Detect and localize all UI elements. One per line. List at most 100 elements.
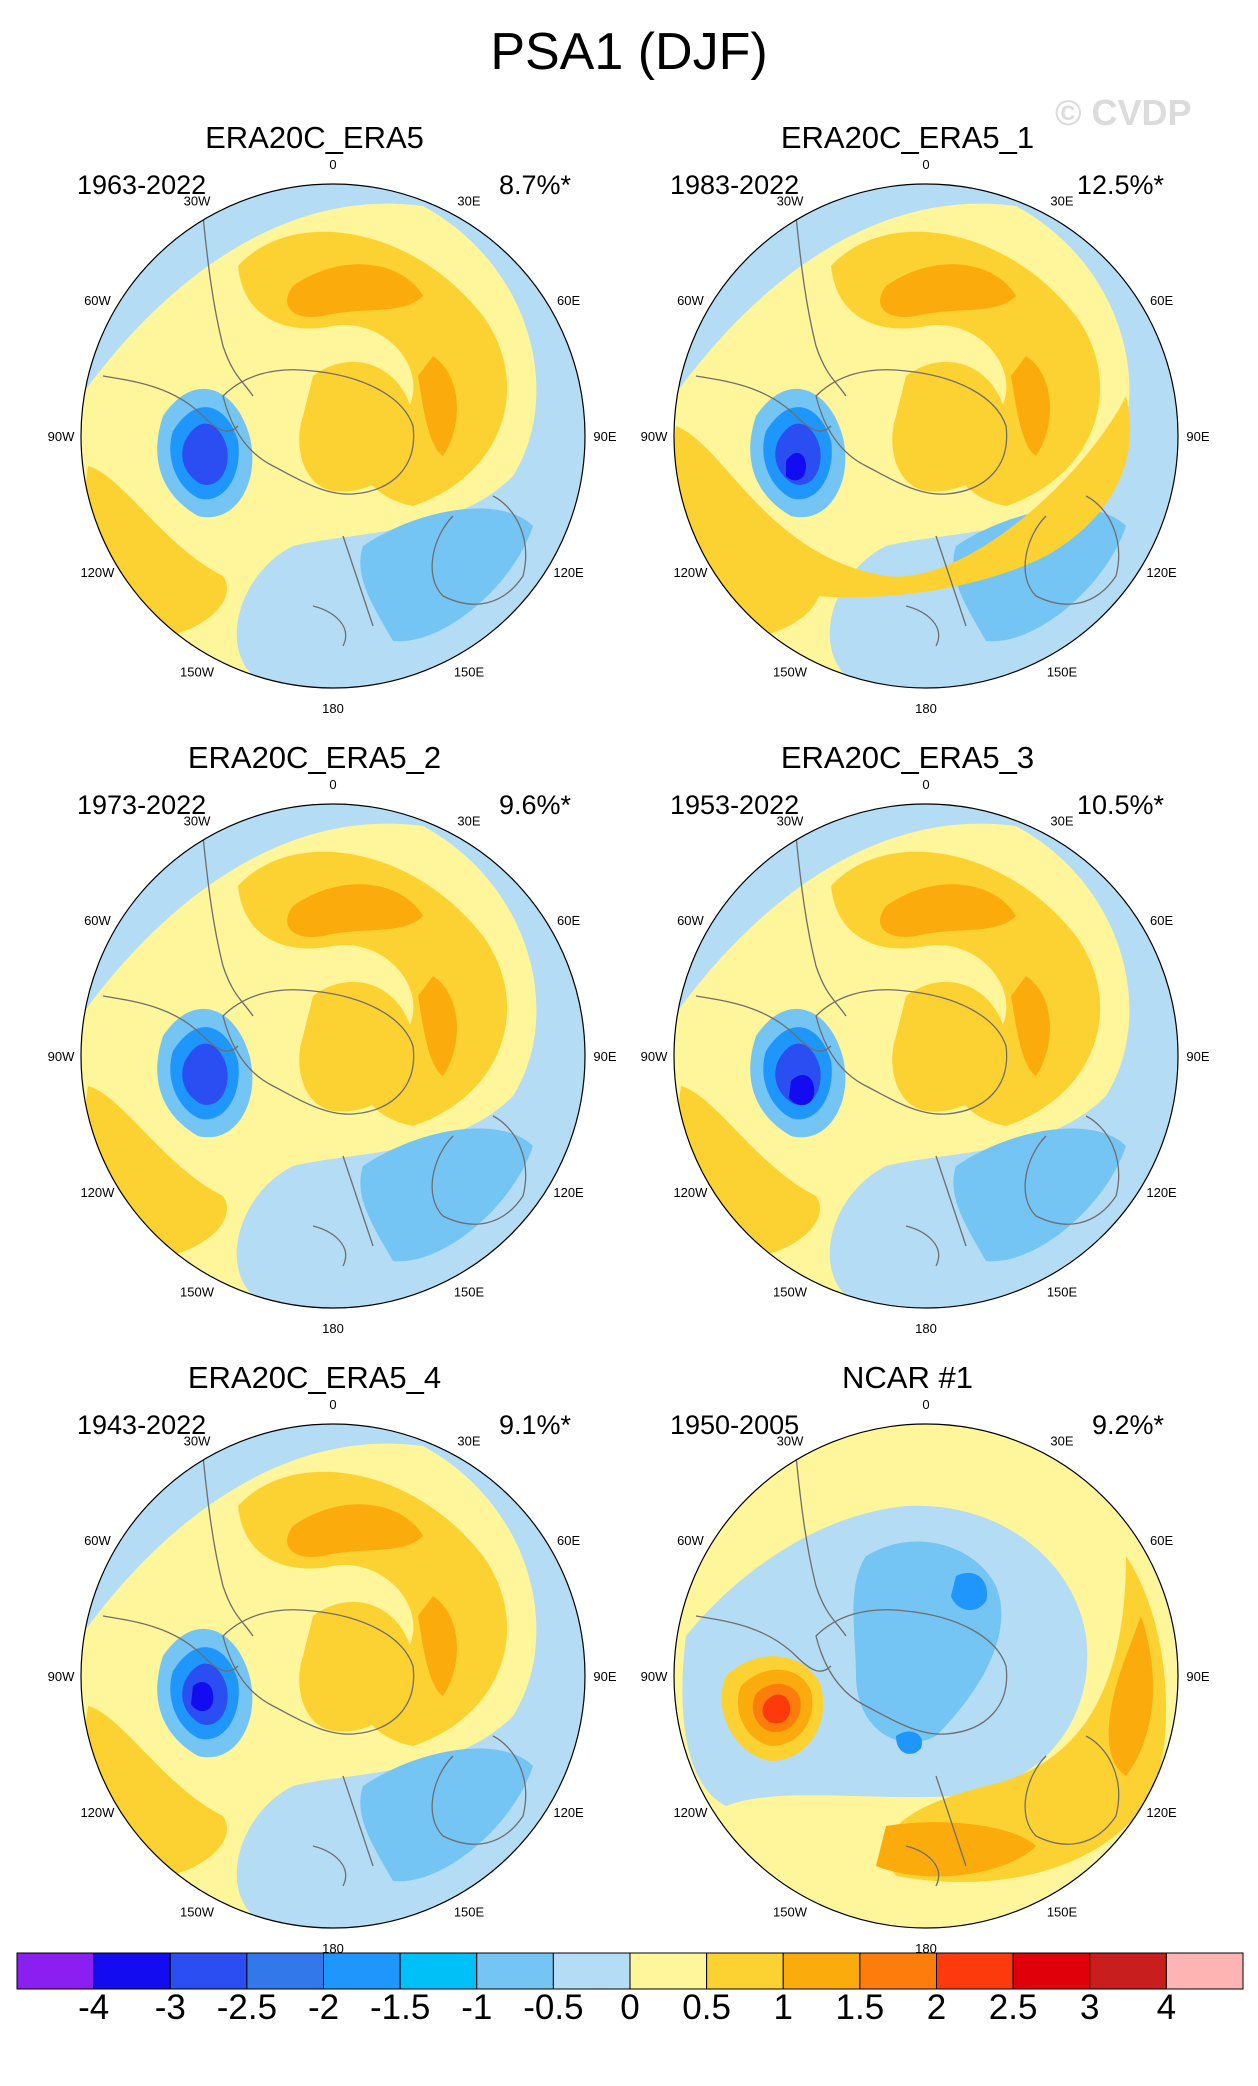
colorbar-swatch	[782, 1952, 861, 1990]
contour-region	[880, 264, 1016, 317]
longitude-label: 30W	[184, 193, 211, 208]
longitude-label: 30E	[1050, 193, 1073, 208]
polar-map: 0 30E 60E 90E 120E 150E 180 150W 120W 90W 60W 30W	[48, 777, 617, 1336]
longitude-label: 150E	[454, 1285, 485, 1300]
colorbar-swatch	[16, 1952, 95, 1990]
coastline	[312, 1845, 347, 1887]
contour-region	[951, 1572, 987, 1611]
longitude-label: 90E	[1186, 1669, 1209, 1684]
panel-years: 1943-2022	[77, 1410, 207, 1440]
longitude-label: 0	[329, 1397, 336, 1412]
colorbar-tick-label: 3	[1080, 1988, 1100, 2027]
longitude-label: 60W	[677, 913, 704, 928]
coastline	[695, 995, 832, 1052]
longitude-label: 90E	[1186, 1049, 1209, 1064]
panel-title: ERA20C_ERA5_1	[780, 120, 1035, 155]
longitude-label: 90E	[593, 1049, 616, 1064]
coastline	[695, 1615, 832, 1672]
colorbar-swatch	[169, 1952, 248, 1990]
map-border	[673, 1423, 1179, 1929]
contour-region	[182, 1043, 228, 1105]
longitude-label: 90E	[1186, 429, 1209, 444]
colorbar-svg	[16, 1952, 1244, 1990]
colorbar-tick-label: 2.5	[988, 1988, 1038, 2027]
map-border	[80, 1423, 586, 1929]
contour-region	[1011, 356, 1050, 456]
coastline	[935, 1775, 967, 1867]
contour-region	[182, 423, 228, 485]
colorbar-swatch	[706, 1952, 784, 1990]
contour-region	[892, 981, 1007, 1112]
colorbar-swatch	[936, 1952, 1014, 1990]
colorbar-tick-label: -1	[461, 1988, 493, 2027]
panel-years: 1963-2022	[77, 170, 207, 200]
colorbar-tick-label: 1.5	[835, 1988, 885, 2027]
longitude-label: 30E	[457, 193, 480, 208]
colorbar-swatch	[552, 1952, 631, 1990]
longitude-label: 90W	[641, 1669, 668, 1684]
longitude-label: 150E	[454, 1905, 485, 1920]
colorbar-tick-label: -2.5	[216, 1988, 278, 2027]
colorbar-tick-label: -2	[307, 1988, 340, 2027]
colorbar-swatch	[1165, 1952, 1244, 1990]
longitude-label: 120E	[553, 565, 584, 580]
panel-title: NCAR #1	[842, 1360, 973, 1395]
panel-variance-pct: 12.5%*	[1076, 170, 1164, 200]
panel-variance-pct: 9.1%*	[498, 1410, 571, 1440]
polar-map: 0 30E 60E 90E 120E 150E 180 150W 120W 90W 60W 30W	[641, 777, 1210, 1336]
polar-map: 0 30E 60E 90E 120E 150E 180 150W 120W 90W 60W 30W	[641, 1397, 1210, 1956]
longitude-label: 150W	[180, 1285, 215, 1300]
panel-years: 1973-2022	[77, 790, 207, 820]
contour-region	[786, 452, 806, 481]
colorbar-tick-label: -1.5	[369, 1988, 431, 2027]
longitude-label: 60W	[677, 1533, 704, 1548]
longitude-label: 180	[915, 701, 937, 716]
colorbar-tick-label: -0.5	[523, 1988, 584, 2027]
coastline	[431, 1735, 527, 1845]
longitude-label: 120E	[1146, 1185, 1177, 1200]
panel-variance-pct: 9.2%*	[1091, 1410, 1164, 1440]
colorbar-tick-label: 1	[773, 1988, 793, 2027]
panel-title: ERA20C_ERA5_3	[780, 740, 1035, 775]
contour-region	[360, 1128, 533, 1262]
coastline	[905, 1845, 940, 1887]
longitude-label: 90E	[593, 429, 616, 444]
colorbar-tick-label: -3	[154, 1988, 186, 2027]
colorbar-swatch	[1089, 1952, 1167, 1990]
coastline	[342, 1775, 374, 1867]
colorbar-tick-label: 0	[620, 1988, 640, 2027]
map-border	[80, 183, 586, 689]
colorbar-tick-label: 0.5	[682, 1988, 731, 2027]
longitude-label: 30E	[1050, 1433, 1073, 1448]
longitude-label: 120W	[80, 565, 115, 580]
longitude-label: 120W	[673, 565, 708, 580]
colorbar-swatch	[246, 1952, 324, 1990]
longitude-label: 120E	[1146, 1805, 1177, 1820]
longitude-label: 60W	[677, 293, 704, 308]
contour-region	[191, 1681, 214, 1712]
coastline	[935, 535, 967, 627]
longitude-label: 150W	[773, 1285, 808, 1300]
contour-region	[880, 884, 1016, 937]
longitude-label: 180	[322, 701, 344, 716]
longitude-label: 30E	[457, 813, 480, 828]
longitude-label: 60E	[557, 913, 580, 928]
longitude-label: 60W	[84, 293, 111, 308]
longitude-label: 90W	[48, 429, 75, 444]
map-border	[673, 183, 1179, 689]
longitude-label: 60W	[84, 1533, 111, 1548]
longitude-label: 120W	[80, 1185, 115, 1200]
colorbar-swatch	[476, 1952, 554, 1990]
coastline	[222, 369, 415, 495]
coastline	[202, 215, 254, 397]
panel-title: ERA20C_ERA5	[205, 120, 424, 155]
map-panel: 0 30E 60E 90E 120E 150E 180 150W 120W 90W 60W 30W ER…	[593, 740, 1222, 1360]
longitude-label: 30W	[777, 193, 804, 208]
colorbar-swatch	[93, 1952, 171, 1990]
longitude-label: 150W	[180, 1905, 215, 1920]
longitude-label: 60E	[557, 293, 580, 308]
longitude-label: 120W	[673, 1185, 708, 1200]
map-panel: 0 30E 60E 90E 120E 150E 180 150W 120W 90W 60W 30W ER…	[593, 120, 1222, 740]
longitude-label: 0	[329, 157, 336, 172]
coastline	[312, 605, 347, 647]
